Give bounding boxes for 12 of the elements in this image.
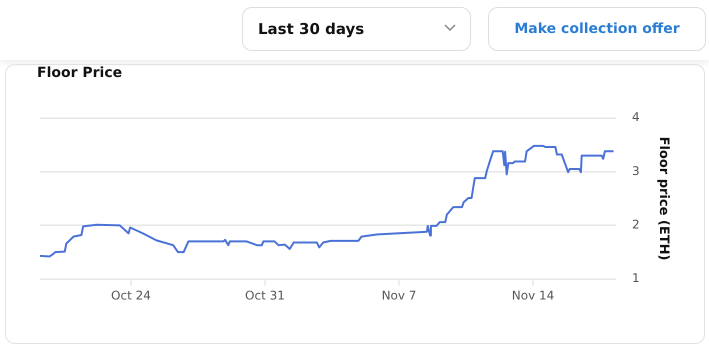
x-tick-label: Nov 14 (512, 288, 554, 302)
text: Make collection offer (488, 7, 706, 51)
x-tick-label: Nov 7 (382, 288, 416, 302)
y-tick-label: 1 (632, 271, 640, 286)
x-tick-label: Oct 24 (111, 288, 151, 302)
chart-title: Floor Price (37, 65, 122, 81)
y-tick-label: 3 (632, 164, 640, 178)
y-axis-title: Floor price (ETH) (656, 136, 671, 260)
x-tick-label: Oct 31 (245, 288, 285, 302)
text: Last 30 days (242, 7, 471, 51)
y-tick-label: 2 (632, 217, 640, 232)
y-tick-label: 4 (632, 110, 640, 124)
